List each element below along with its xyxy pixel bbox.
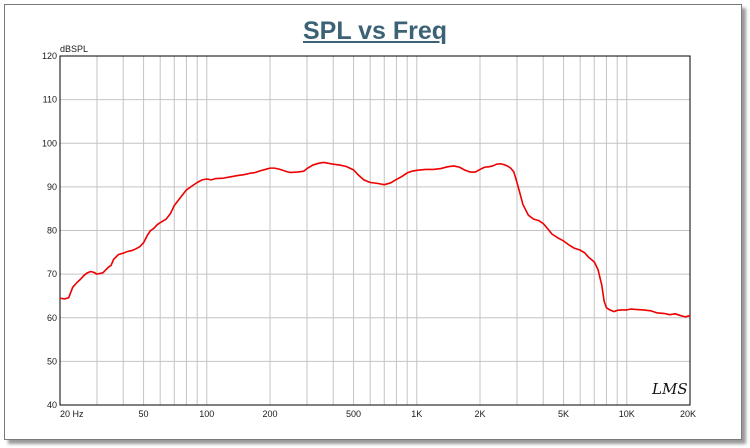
lms-annotation: LMS <box>652 380 688 398</box>
y-axis-label: dBSPL <box>60 44 89 54</box>
x-tick-label: 2K <box>474 409 485 419</box>
x-tick-label: 200 <box>262 409 277 419</box>
y-tick-label: 120 <box>42 51 57 61</box>
x-tick-label: 500 <box>346 409 361 419</box>
y-axis-ticks: 40 50 60 70 80 90 100 110 120 <box>42 51 57 410</box>
x-tick-label: 100 <box>199 409 214 419</box>
spl-curve <box>59 161 691 318</box>
x-tick-label: 20K <box>680 409 696 419</box>
grid-lines <box>60 56 690 405</box>
y-tick-label: 80 <box>47 226 57 236</box>
x-axis-ticks: 20 Hz 50 100 200 500 1K 2K 5K 10K 20K <box>60 409 696 419</box>
chart-frame <box>4 4 742 440</box>
y-tick-label: 110 <box>43 95 57 105</box>
x-tick-label: 10K <box>619 409 635 419</box>
x-tick-label: 50 <box>139 409 149 419</box>
y-tick-label: 50 <box>47 356 57 366</box>
y-tick-label: 70 <box>47 269 57 279</box>
x-tick-label: 20 Hz <box>60 409 84 419</box>
x-tick-label: 1K <box>411 409 422 419</box>
plot-area-border <box>59 55 691 406</box>
y-tick-label: 40 <box>47 400 57 410</box>
y-tick-label: 100 <box>42 138 57 148</box>
y-tick-label: 60 <box>47 313 57 323</box>
x-tick-label: 5K <box>558 409 569 419</box>
y-tick-label: 90 <box>47 182 57 192</box>
chart-title: SPL vs Freq <box>302 17 448 45</box>
